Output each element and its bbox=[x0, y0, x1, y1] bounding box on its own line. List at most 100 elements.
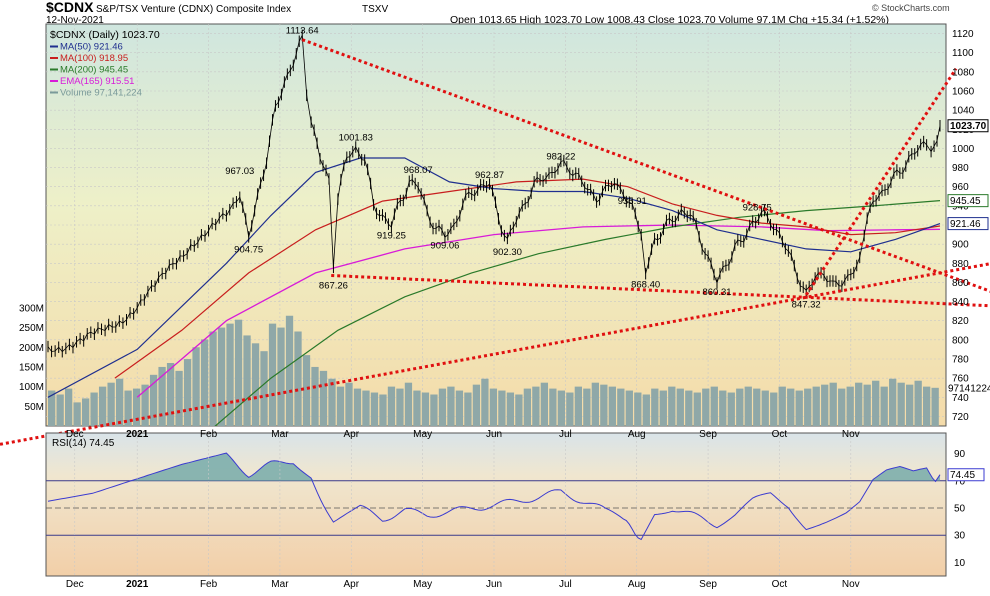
price-tick-label: 1120 bbox=[952, 29, 974, 40]
volume-bar bbox=[166, 363, 175, 426]
volume-bar bbox=[472, 384, 481, 426]
volume-bar bbox=[668, 386, 676, 426]
month-label: Jun bbox=[486, 429, 502, 440]
volume-tick-label: 100M bbox=[19, 382, 44, 393]
volume-bar bbox=[387, 386, 396, 426]
volume-bar bbox=[651, 388, 659, 426]
month-label: Dec bbox=[66, 429, 84, 440]
month-label: Aug bbox=[628, 429, 646, 440]
volume-bar bbox=[583, 388, 591, 426]
price-tick-label: 1040 bbox=[952, 106, 975, 117]
volume-bar bbox=[710, 386, 718, 426]
volume-bar bbox=[498, 390, 506, 426]
volume-bar bbox=[438, 388, 447, 426]
volume-tick-label: 150M bbox=[19, 362, 44, 373]
volume-bar bbox=[540, 382, 549, 426]
chart-exchange: TSXV bbox=[362, 4, 388, 15]
volume-bar bbox=[200, 339, 209, 426]
price-annotation: 902.30 bbox=[493, 247, 522, 258]
volume-bar bbox=[268, 323, 277, 426]
rsi-month-label: Sep bbox=[699, 579, 717, 590]
price-tick-label: 980 bbox=[952, 163, 969, 174]
volume-bar bbox=[107, 382, 115, 426]
price-annotation: 847.32 bbox=[792, 300, 821, 311]
price-annotation: 919.25 bbox=[377, 231, 406, 242]
volume-bar bbox=[719, 390, 727, 426]
month-label: Feb bbox=[200, 429, 218, 440]
volume-bar bbox=[685, 390, 693, 426]
rsi-tick-label: 50 bbox=[954, 504, 966, 515]
price-tag-label: 1023.70 bbox=[950, 121, 987, 132]
volume-bar bbox=[795, 390, 803, 426]
volume-bar bbox=[413, 390, 421, 426]
price-annotation: 968.07 bbox=[404, 165, 433, 176]
price-annotation: 967.03 bbox=[225, 166, 254, 177]
price-tick-label: 820 bbox=[952, 316, 969, 327]
price-tick-label: 1000 bbox=[952, 144, 975, 155]
volume-tick-label: 300M bbox=[19, 303, 44, 314]
volume-bar bbox=[574, 386, 582, 426]
volume-bar bbox=[880, 386, 888, 426]
volume-bar bbox=[328, 378, 336, 426]
volume-bar bbox=[872, 380, 880, 426]
rsi-tick-label: 30 bbox=[954, 531, 966, 542]
volume-bar bbox=[676, 388, 684, 426]
volume-bar bbox=[209, 331, 217, 426]
volume-bar bbox=[506, 392, 515, 426]
volume-tick-label: 250M bbox=[19, 323, 44, 334]
price-line bbox=[47, 33, 941, 353]
price-tick-label: 860 bbox=[952, 278, 969, 289]
rsi-tick-label: 90 bbox=[954, 449, 966, 460]
volume-bar bbox=[906, 384, 914, 426]
volume-bar bbox=[345, 382, 353, 426]
volume-bar bbox=[855, 382, 863, 426]
volume-bar bbox=[379, 394, 387, 426]
volume-bar bbox=[549, 388, 557, 426]
price-annotation: 868.40 bbox=[631, 279, 660, 290]
price-tick-label: 900 bbox=[952, 240, 969, 251]
volume-tag-label: 97141224 bbox=[948, 383, 990, 394]
volume-bar bbox=[353, 388, 362, 426]
volume-bar bbox=[175, 370, 183, 426]
rsi-tag-label: 74.45 bbox=[950, 470, 975, 481]
price-tag-label: 945.45 bbox=[950, 196, 981, 207]
volume-tick-label: 50M bbox=[25, 402, 44, 413]
price-tag-box bbox=[947, 217, 989, 231]
rsi-tick-label: 10 bbox=[954, 558, 966, 569]
volume-bar bbox=[702, 388, 710, 426]
volume-bar bbox=[863, 384, 871, 426]
volume-bar bbox=[753, 388, 761, 426]
month-label: Apr bbox=[343, 429, 359, 440]
price-tag-box bbox=[947, 119, 989, 133]
price-annotation: 962.87 bbox=[475, 170, 504, 181]
trendline bbox=[301, 38, 990, 293]
volume-bar bbox=[319, 370, 328, 426]
ohlc-readout: Open 1013.65 High 1023.70 Low 1008.43 Cl… bbox=[450, 14, 889, 26]
volume-bar bbox=[226, 323, 234, 426]
volume-bar bbox=[889, 378, 897, 426]
month-label: Jul bbox=[559, 429, 572, 440]
volume-bar bbox=[931, 387, 939, 426]
volume-bar bbox=[617, 388, 625, 426]
volume-bar bbox=[260, 351, 268, 426]
price-tick-label: 1060 bbox=[952, 87, 975, 98]
volume-bar bbox=[761, 390, 769, 426]
ma200-line bbox=[214, 200, 941, 426]
volume-bar bbox=[98, 386, 107, 426]
price-annotation: 909.06 bbox=[430, 240, 459, 251]
price-annotation: 904.75 bbox=[234, 245, 263, 256]
volume-bar bbox=[481, 378, 489, 426]
volume-bar bbox=[557, 390, 566, 426]
legend-item-label: MA(50) 921.46 bbox=[60, 42, 123, 53]
volume-bar bbox=[141, 384, 149, 426]
volume-bar bbox=[132, 388, 141, 426]
ma50-line bbox=[47, 157, 941, 398]
volume-bar bbox=[217, 327, 226, 426]
volume-bar bbox=[370, 392, 379, 426]
volume-bar bbox=[787, 388, 795, 426]
volume-bar bbox=[421, 392, 430, 426]
volume-bar bbox=[489, 388, 498, 426]
rsi-month-label: Mar bbox=[271, 579, 289, 590]
volume-bar bbox=[455, 390, 464, 426]
